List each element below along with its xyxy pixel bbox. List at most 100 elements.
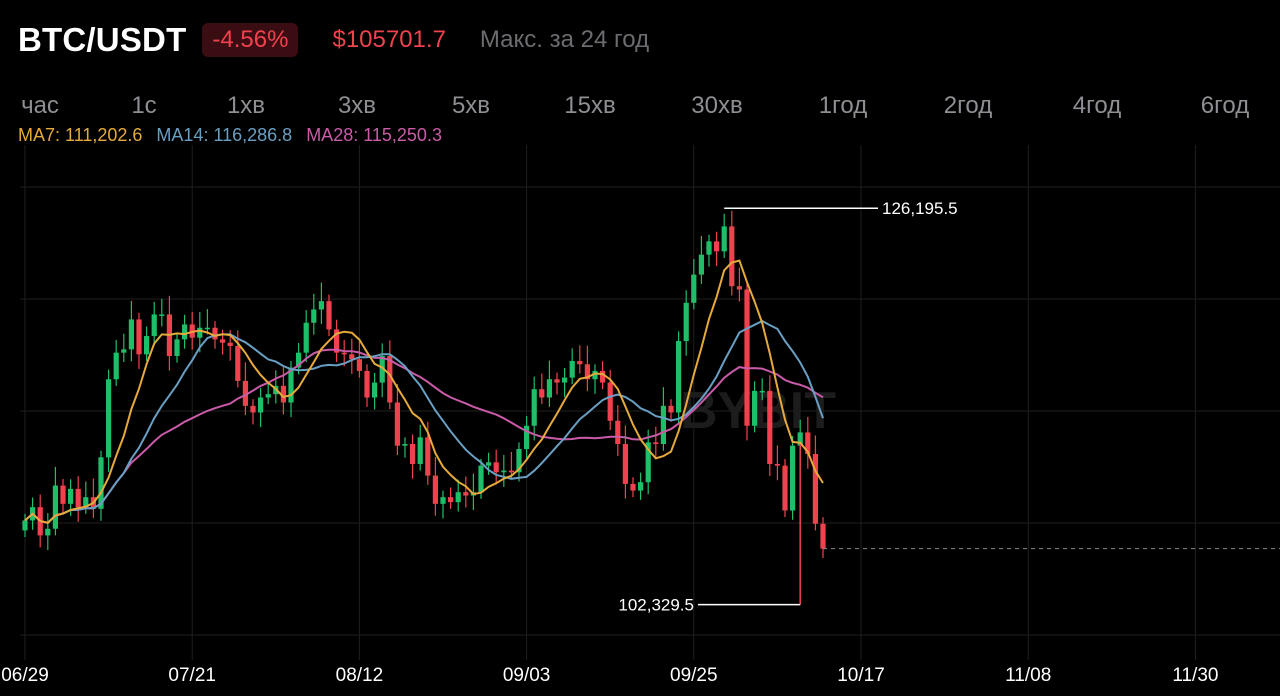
price-change-badge: -4.56% — [202, 23, 299, 57]
candle-body — [493, 462, 499, 473]
ma7-value: MA7: 111,202.6 — [18, 125, 143, 145]
candle-body — [113, 352, 119, 380]
candle-body — [653, 442, 659, 445]
candle-body — [607, 382, 613, 421]
trading-pair[interactable]: BTC/USDT — [18, 21, 187, 58]
x-axis-tick: 07/21 — [168, 665, 216, 686]
candle-body — [22, 520, 28, 531]
x-axis-tick: 09/03 — [503, 665, 551, 686]
candle-body — [562, 377, 568, 383]
tab-interval-30m[interactable]: 30хв — [691, 92, 743, 119]
candle-body — [448, 497, 454, 503]
candle-body — [83, 497, 89, 508]
ma7-line — [24, 259, 824, 525]
candle-body — [250, 405, 256, 413]
candle-body — [288, 367, 294, 403]
interval-tabs: час 1с 1хв 3хв 5хв 15хв 30хв 1год 2год 4… — [0, 92, 1280, 122]
candle-body — [394, 402, 400, 446]
x-axis-tick: 06/29 — [1, 665, 49, 686]
candle-body — [668, 405, 674, 413]
tab-interval-1h[interactable]: 1год — [818, 92, 868, 119]
candle-body — [372, 382, 378, 398]
candle-body — [714, 241, 720, 252]
candle-body — [303, 322, 309, 353]
candle-body — [645, 442, 651, 483]
tab-interval-3m[interactable]: 3хв — [337, 92, 377, 119]
candle-body — [425, 437, 431, 476]
candle-body — [455, 492, 461, 503]
candle-body — [356, 359, 362, 371]
candle-body — [615, 420, 621, 445]
candle-body — [151, 314, 157, 337]
candle-body — [387, 355, 393, 403]
candle-body — [676, 341, 682, 413]
tab-interval-6h[interactable]: 6год — [1200, 92, 1250, 119]
candle-body — [106, 379, 112, 458]
candle-body — [235, 346, 241, 381]
ma28-line — [24, 348, 824, 525]
candle-body — [60, 485, 66, 504]
candle-body — [280, 385, 286, 403]
tab-interval-5m[interactable]: 5хв — [451, 92, 491, 119]
candle-body — [402, 444, 408, 446]
candle-body — [174, 339, 180, 356]
candle-body — [136, 319, 142, 355]
candle-body — [805, 432, 811, 454]
candle-body — [349, 354, 355, 360]
candle-body — [630, 483, 636, 491]
candle-body — [539, 389, 545, 398]
candle-body — [75, 488, 81, 508]
candle-body — [220, 339, 226, 343]
candle-body — [432, 475, 438, 504]
candle-body — [683, 302, 689, 342]
max-24h-label: Макс. за 24 год — [479, 26, 650, 53]
candle-body — [698, 254, 704, 275]
tab-interval-4h[interactable]: 4год — [1072, 92, 1122, 119]
candle-body — [531, 389, 537, 426]
candle-body — [820, 523, 826, 549]
low-price-label: 102,329.5 — [618, 596, 694, 615]
tab-interval-15m[interactable]: 15хв — [564, 92, 616, 119]
candle-body — [45, 528, 51, 536]
candle-body — [577, 360, 583, 365]
candle-body — [774, 463, 780, 466]
candle-body — [721, 226, 727, 252]
candle-body — [318, 301, 324, 310]
tab-interval-1s[interactable]: 1с — [131, 92, 157, 119]
candle-body — [524, 425, 530, 450]
tab-interval-1m[interactable]: 1хв — [226, 92, 266, 119]
candle-body — [379, 355, 385, 383]
x-axis-tick: 09/25 — [670, 665, 718, 686]
candle-body — [592, 370, 598, 380]
candle-body — [729, 226, 735, 287]
candle-body — [752, 390, 758, 426]
candle-body — [691, 274, 697, 303]
candle-body — [227, 342, 233, 347]
candle-body — [516, 449, 522, 473]
ma14-line — [24, 319, 824, 525]
ma14-value: MA14: 116,286.8 — [156, 125, 293, 145]
candle-body — [584, 364, 590, 380]
candle-body — [508, 470, 514, 473]
x-axis-tick: 11/08 — [1005, 665, 1051, 686]
tab-interval-2h[interactable]: 2год — [943, 92, 993, 119]
candle-body — [569, 360, 575, 378]
candle-body — [486, 462, 492, 466]
last-price: $105701.7 — [332, 26, 446, 53]
candle-body — [600, 370, 606, 383]
candle-body — [812, 454, 818, 524]
tab-interval-hour[interactable]: час — [21, 92, 59, 119]
candle-body — [554, 379, 560, 383]
candle-body — [159, 314, 165, 316]
x-axis-tick: 10/17 — [837, 665, 885, 686]
x-axis-tick: 11/30 — [1172, 665, 1218, 686]
candle-body — [546, 379, 552, 398]
candle-body — [98, 457, 104, 509]
candle-body — [638, 482, 644, 491]
candle-body — [121, 349, 127, 353]
candle-body — [258, 397, 264, 413]
candle-body — [622, 444, 628, 484]
candle-body — [182, 324, 188, 340]
x-axis-tick: 08/12 — [336, 665, 384, 686]
